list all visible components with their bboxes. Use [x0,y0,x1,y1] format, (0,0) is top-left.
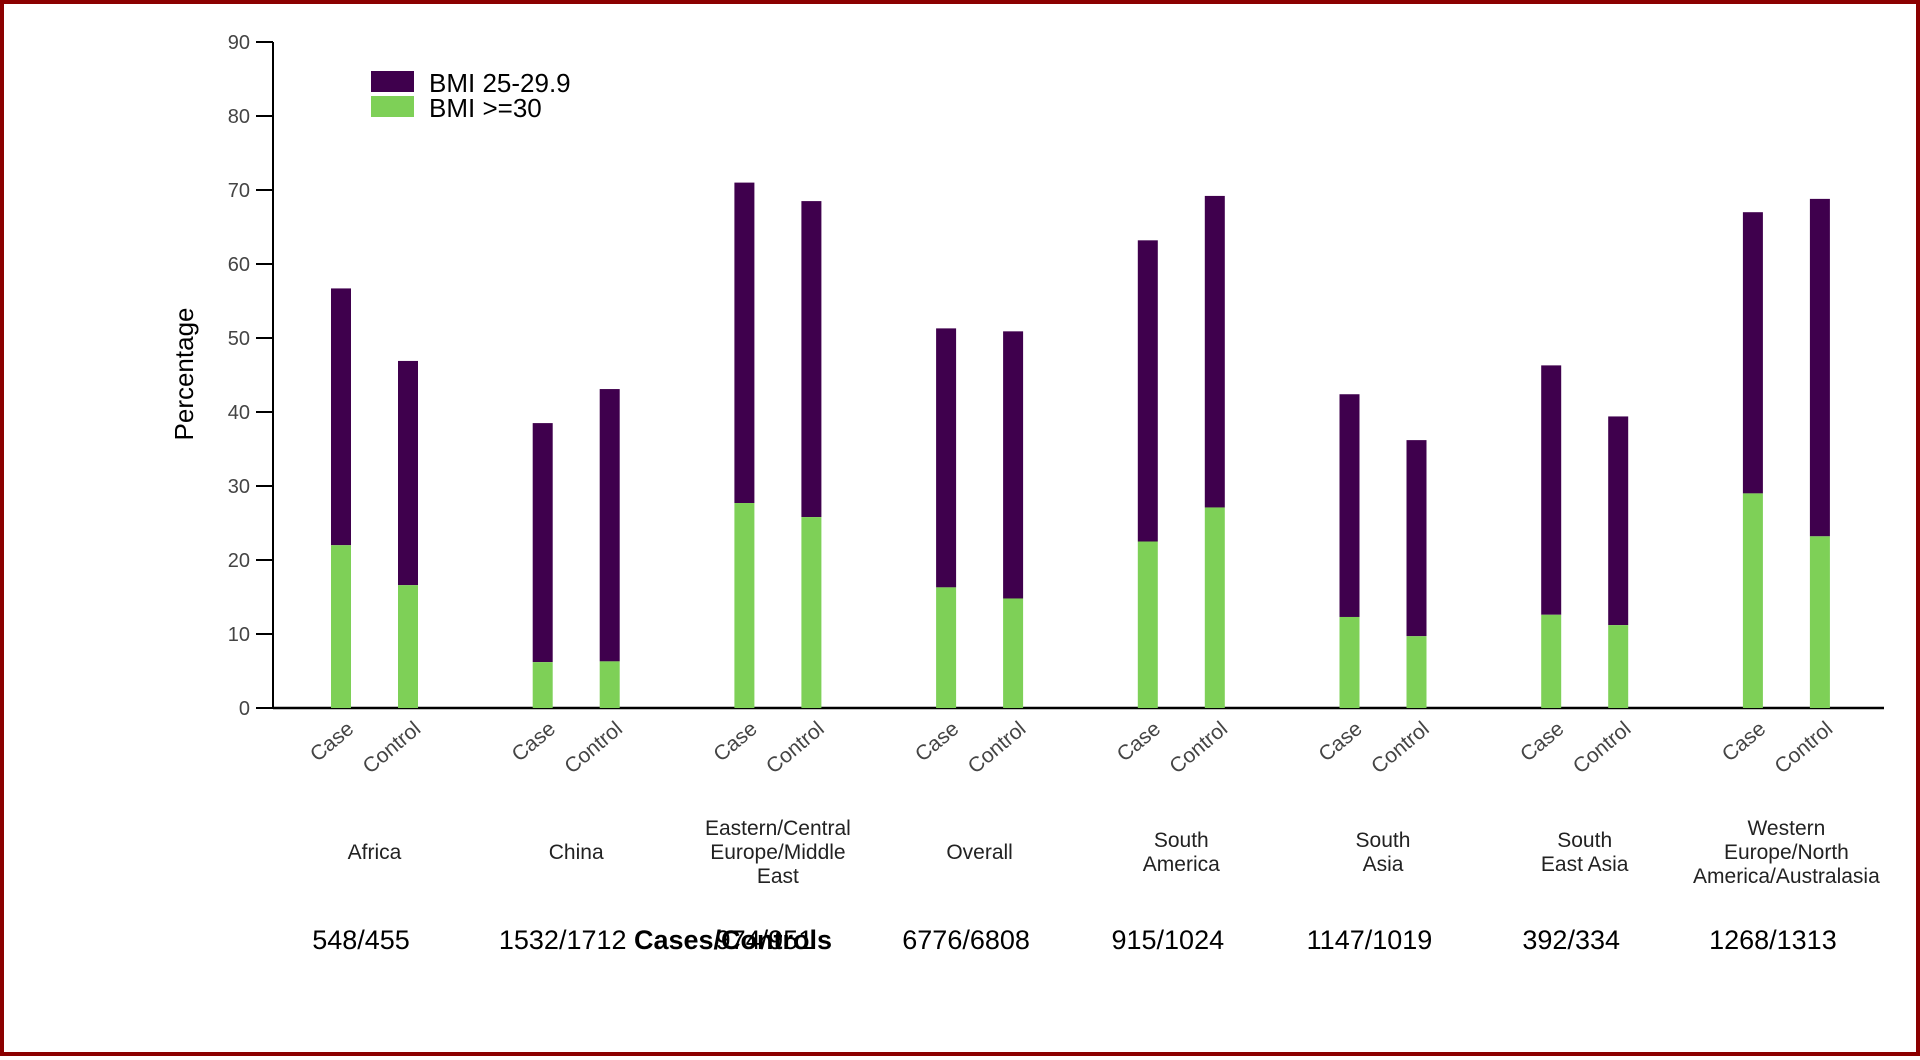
y-axis-title: Percentage [169,308,199,441]
bar-bmi-30 [1137,541,1158,708]
legend-swatch-bmi-25-29-9 [371,71,414,92]
cases-controls-title: Cases/Controls [634,925,832,955]
bar-bmi-25-29-9 [532,423,553,663]
bar-bmi-25-29-9 [1742,212,1763,494]
x-tick-label: Control [1569,717,1636,778]
y-tick-label: 0 [239,698,250,720]
cases-controls-count: 1147/1019 [1307,925,1433,955]
region-label: Asia [1363,853,1404,876]
bar-bmi-30 [1003,598,1024,708]
cases-controls-count: 974/951 [716,925,814,955]
bar-bmi-25-29-9 [1137,240,1158,542]
bar-bmi-30 [599,661,620,708]
x-tick-label: Case [306,717,358,766]
x-tick-label: Control [1770,717,1837,778]
y-tick-label: 60 [228,254,250,276]
bar-bmi-25-29-9 [1608,416,1629,626]
x-tick-label: Case [709,717,761,766]
bar-bmi-30 [936,587,957,708]
bar-bmi-30 [1204,507,1225,708]
x-tick-label: Control [964,717,1031,778]
y-tick-label: 50 [228,328,250,350]
x-tick-label: Case [911,717,963,766]
cases-controls-count: 1532/1712 [499,925,627,955]
bar-bmi-30 [532,662,553,708]
region-label: Overall [946,841,1013,864]
bar-bmi-25-29-9 [1541,365,1562,615]
region-label: Europe/North [1724,841,1849,864]
x-tick-label: Case [1516,717,1568,766]
bar-bmi-25-29-9 [1809,198,1830,537]
bar-bmi-25-29-9 [1204,195,1225,508]
y-tick-label: 80 [228,106,250,128]
region-label: Europe/Middle [710,841,845,864]
region-label: South [1154,829,1209,852]
cases-controls-count: 392/334 [1522,925,1620,955]
region-label: America [1143,853,1220,876]
legend-swatch-bmi-30 [371,96,414,117]
bar-bmi-30 [1742,493,1763,708]
legend-label-bmi-25-29-9: BMI 25-29.9 [429,68,571,98]
x-tick-label: Case [508,717,560,766]
bar-bmi-30 [1541,614,1562,708]
cases-controls-count: 1268/1313 [1709,925,1837,955]
bar-bmi-25-29-9 [398,360,418,586]
region-label: East [757,865,799,888]
bar-bmi-25-29-9 [1339,394,1360,617]
cases-controls-count: 915/1024 [1111,925,1224,955]
bar-bmi-25-29-9 [734,182,755,504]
x-tick-label: Control [762,717,829,778]
bmi-stacked-bar-chart: Percentage 0 10 20 30 40 50 60 70 80 90 BMI 25-29.… [169,32,1884,955]
cases-controls-count: 548/455 [312,925,410,955]
cases-controls-count: 6776/6808 [902,925,1030,955]
region-label: America/Australasia [1693,865,1880,888]
bar-bmi-25-29-9 [331,288,351,546]
legend-label-bmi-30: BMI >=30 [429,93,542,123]
x-tick-label: Case [1314,717,1366,766]
bar-bmi-25-29-9 [801,201,822,518]
y-tick-label: 90 [228,32,250,54]
region-label: China [549,841,604,864]
region-label: South [1356,829,1411,852]
y-tick-label: 10 [228,624,250,646]
region-label: Eastern/Central [705,817,851,840]
region-label: Western [1747,817,1825,840]
x-tick-label: Case [1718,717,1770,766]
region-label: East Asia [1541,853,1629,876]
x-tick-label: Control [560,717,627,778]
x-tick-label: Control [1367,717,1434,778]
y-tick-label: 70 [228,180,250,202]
bar-bmi-25-29-9 [1003,331,1024,599]
region-label: South [1557,829,1612,852]
bar-bmi-25-29-9 [936,328,957,588]
y-tick-label: 20 [228,550,250,572]
region-label: Africa [348,841,402,864]
bar-bmi-25-29-9 [599,389,620,662]
bar-bmi-30 [801,517,822,708]
y-tick-label: 30 [228,476,250,498]
bar-bmi-30 [1809,536,1830,708]
bar-bmi-30 [398,585,418,708]
x-tick-label: Case [1113,717,1165,766]
bar-bmi-30 [1406,636,1427,708]
bar-bmi-25-29-9 [1406,440,1427,637]
bar-bmi-30 [734,503,755,708]
x-tick-label: Control [1165,717,1232,778]
bar-bmi-30 [1608,625,1629,708]
y-tick-label: 40 [228,402,250,424]
bar-bmi-30 [331,545,351,708]
bar-bmi-30 [1339,616,1360,708]
x-tick-label: Control [359,717,426,778]
